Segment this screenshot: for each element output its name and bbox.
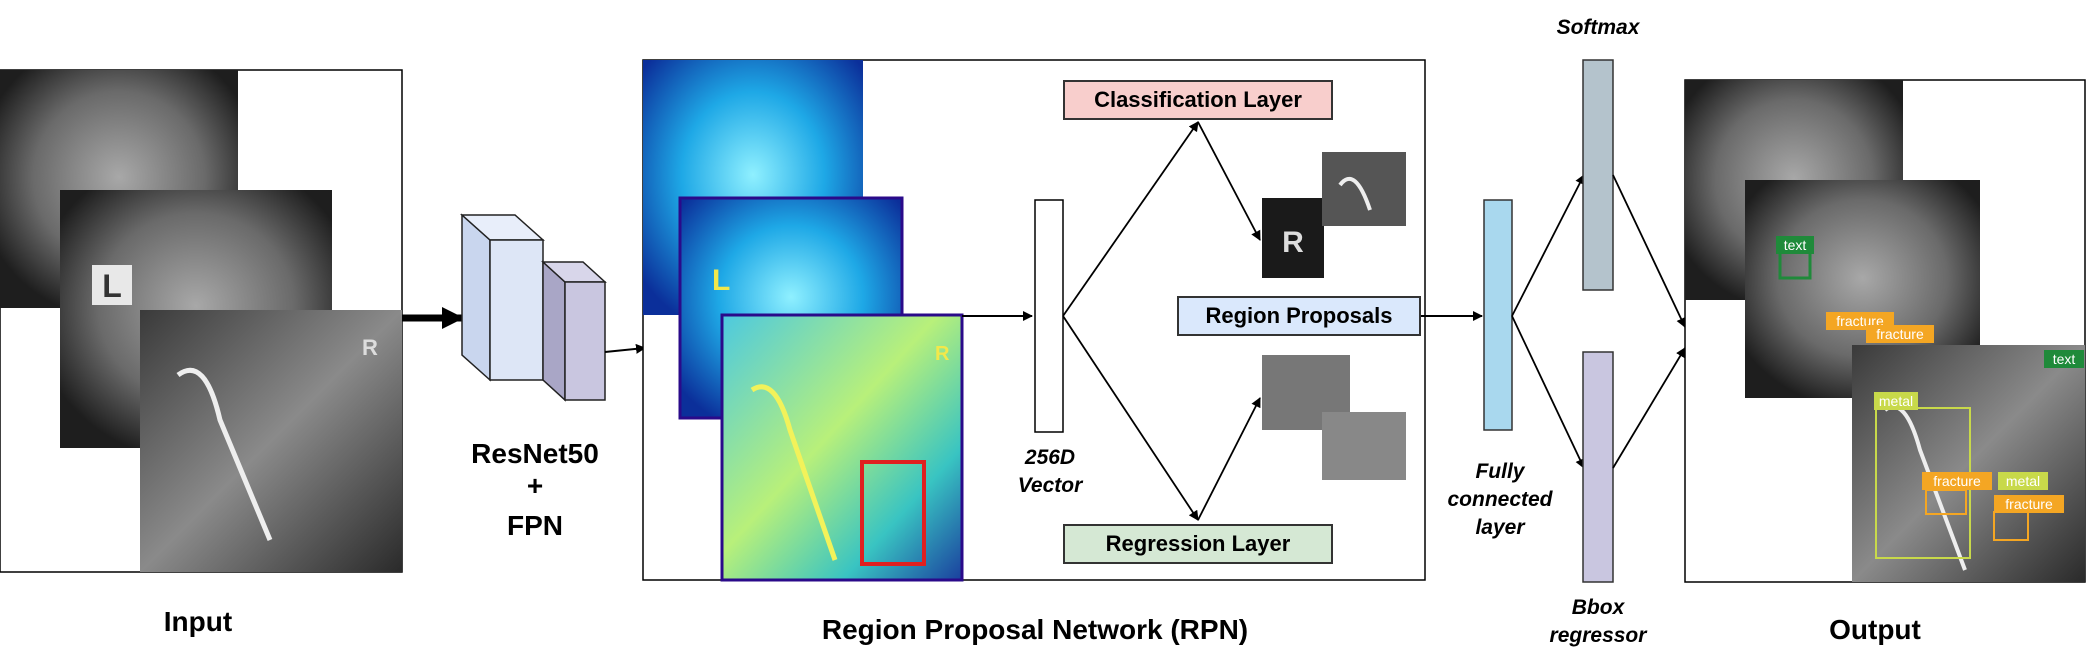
text-tag-2: text <box>2053 351 2076 367</box>
feature-maps: L R <box>643 60 964 582</box>
bbox-label-line1: Bbox <box>1571 596 1625 619</box>
output-caption: Output <box>1829 614 1921 645</box>
proposal-crops: R <box>1262 152 1406 480</box>
vector-to-classification-arrow <box>1062 121 1199 317</box>
heatmap-right-marker: R <box>935 343 950 365</box>
fracture-tag-4: fracture <box>2005 496 2053 512</box>
left-marker: L <box>102 268 122 304</box>
fracture-tag-3-bg <box>1922 472 1992 490</box>
bbox-to-output-arrow <box>1612 347 1686 469</box>
fc-to-softmax-arrow <box>1511 174 1585 317</box>
softmax-label: Softmax <box>1556 16 1640 39</box>
bbox-bar <box>1582 351 1614 583</box>
text-tag-2-bg <box>2044 350 2084 368</box>
left-marker-box <box>92 265 132 305</box>
fc-label-line2: connected <box>1447 488 1553 511</box>
text-tag-1: text <box>1784 237 1807 253</box>
vector-to-regression-arrow <box>1062 315 1199 521</box>
resnet-block <box>489 239 544 381</box>
backbone-blocks <box>460 213 607 402</box>
vector-bar <box>1034 199 1064 433</box>
backbone-label-line2: + <box>526 470 544 501</box>
softmax-bar <box>1582 59 1614 291</box>
crop-rod <box>1322 152 1406 226</box>
fc-label-line1: Fully <box>1475 460 1525 483</box>
backbone-label-line3: FPN <box>507 510 563 541</box>
backbone-label-line1: ResNet50 <box>471 438 599 469</box>
classification-layer: Classification Layer <box>1063 80 1333 120</box>
input-image-stack: L R <box>0 69 403 573</box>
metal-tag-1-bg <box>1874 392 1918 410</box>
regression-layer: Regression Layer <box>1063 524 1333 564</box>
xray-image-3 <box>140 310 402 572</box>
fracture-tag-2-bg <box>1866 325 1934 343</box>
vector-label-line2: Vector <box>1017 474 1083 497</box>
right-marker: R <box>362 335 378 360</box>
roi-box <box>860 460 926 566</box>
fpn-block <box>564 281 606 401</box>
output-image-stack: text fracture fracture metal fracture me… <box>1684 79 2086 583</box>
input-caption: Input <box>163 606 233 637</box>
metal-tag-1: metal <box>1879 393 1913 409</box>
metal-rod-input <box>176 367 273 541</box>
fc-to-bbox-arrow <box>1511 315 1585 469</box>
fracture-tag-4-bg <box>1994 495 2064 513</box>
fc-bar <box>1483 199 1513 431</box>
crop-marker <box>1262 198 1324 278</box>
classification-to-crop-arrow <box>1197 121 1261 241</box>
bbox-label-line2: regressor <box>1549 624 1647 647</box>
fracture-tag-2: fracture <box>1876 326 1924 342</box>
fc-label-line3: layer <box>1475 516 1525 539</box>
metal-tag-2-bg <box>1998 472 2048 490</box>
heatmap-left-marker: L <box>712 264 730 297</box>
region-proposals-box: Region Proposals <box>1177 296 1421 336</box>
rpn-caption: Region Proposal Network (RPN) <box>821 614 1249 645</box>
text-tag-1-bg <box>1776 236 1814 254</box>
vector-label-line1: 256D <box>1024 446 1076 469</box>
crop-marker-letter: R <box>1282 226 1304 259</box>
crop-bone-2 <box>1322 412 1406 480</box>
backbone-to-rpn-arrow <box>604 343 646 354</box>
metal-rod-heatmap <box>750 384 838 561</box>
fracture-tag-3: fracture <box>1933 473 1981 489</box>
regression-to-crop-arrow <box>1197 397 1261 521</box>
metal-tag-2: metal <box>2006 473 2040 489</box>
softmax-to-output-arrow <box>1612 174 1686 328</box>
output-xray-3 <box>1852 345 2085 582</box>
